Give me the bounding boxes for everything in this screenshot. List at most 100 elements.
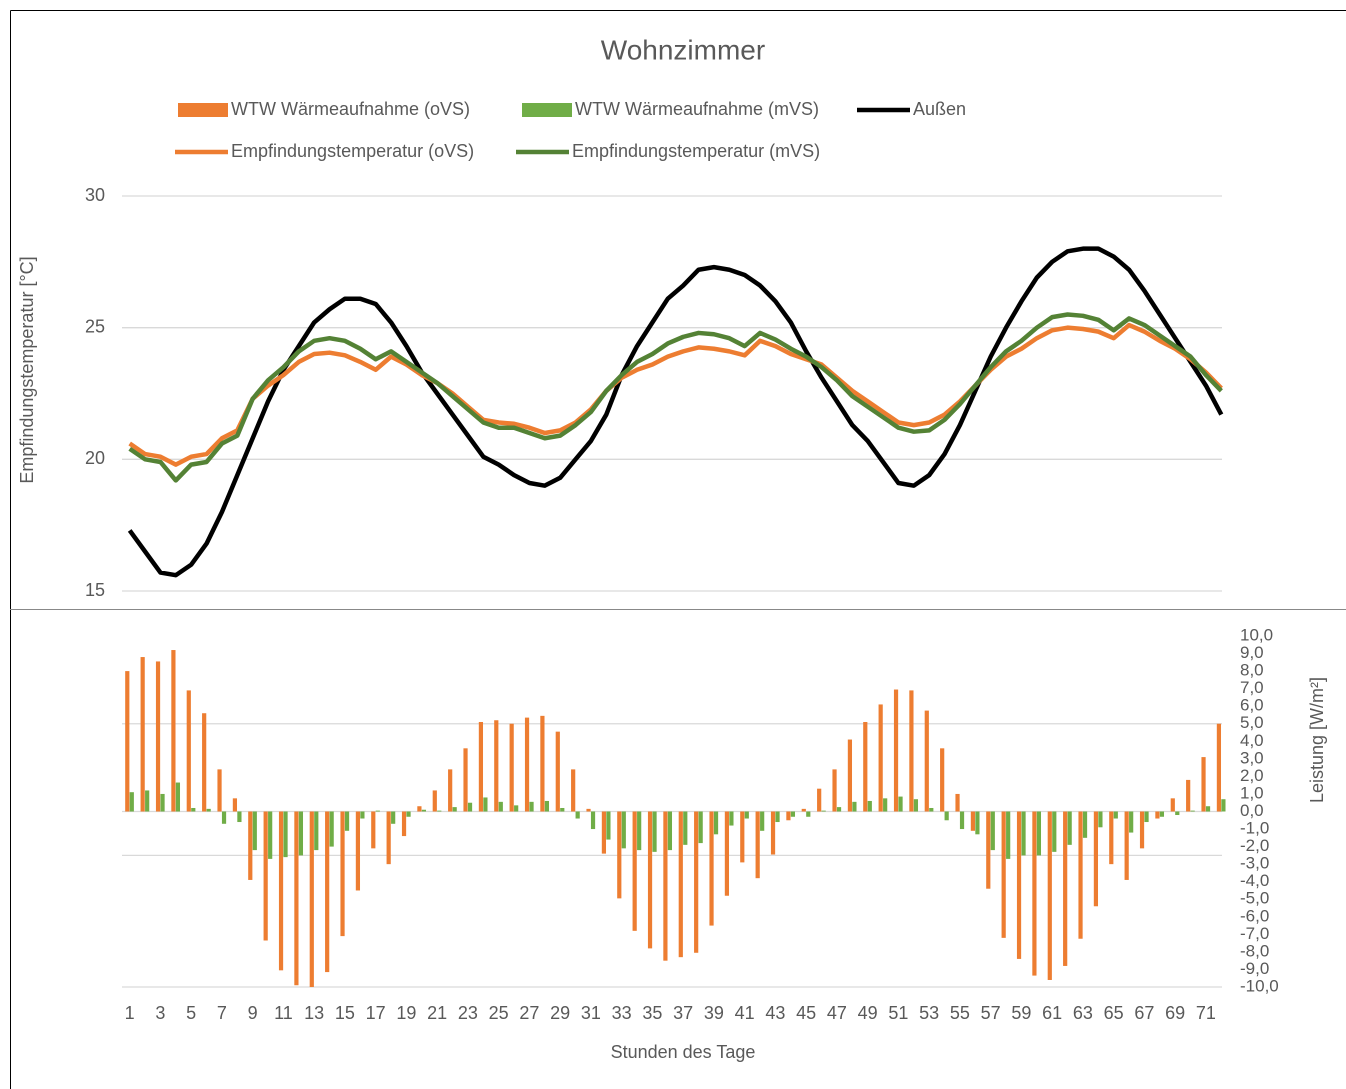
chart-title: Wohnzimmer bbox=[601, 34, 765, 65]
bar bbox=[986, 811, 991, 889]
y2-tick-label: 10,0 bbox=[1240, 625, 1273, 644]
bar bbox=[1047, 811, 1052, 980]
bar bbox=[617, 811, 622, 899]
x-tick-label: 27 bbox=[519, 1003, 539, 1023]
bar bbox=[248, 811, 253, 880]
y2-tick-label: -6,0 bbox=[1240, 906, 1269, 925]
y-tick-label: 20 bbox=[85, 448, 105, 468]
bar bbox=[970, 811, 976, 831]
x-tick-label: 51 bbox=[888, 1003, 908, 1023]
x-tick-label: 55 bbox=[950, 1003, 970, 1023]
bar bbox=[1144, 811, 1149, 823]
x-tick-label: 39 bbox=[704, 1003, 724, 1023]
bar bbox=[652, 811, 657, 852]
bar bbox=[544, 800, 550, 812]
bar bbox=[129, 792, 134, 812]
x-tick-label: 7 bbox=[217, 1003, 227, 1023]
bar bbox=[340, 811, 345, 937]
bar bbox=[437, 810, 442, 812]
bar bbox=[1205, 806, 1211, 812]
bar bbox=[836, 807, 842, 812]
bar bbox=[575, 811, 580, 819]
y2-tick-label: -3,0 bbox=[1240, 854, 1269, 873]
bar bbox=[863, 721, 868, 812]
bar bbox=[909, 690, 914, 812]
bar bbox=[775, 811, 780, 823]
bar bbox=[1006, 811, 1011, 859]
bar bbox=[678, 811, 683, 958]
bar bbox=[663, 811, 668, 961]
y2-tick-label: -10,0 bbox=[1240, 976, 1279, 995]
bar bbox=[1175, 811, 1180, 816]
bar bbox=[683, 811, 688, 845]
y2-tick-label: 6,0 bbox=[1240, 696, 1264, 715]
x-tick-label: 47 bbox=[827, 1003, 847, 1023]
bar bbox=[1109, 811, 1114, 865]
x-tick-label: 59 bbox=[1011, 1003, 1031, 1023]
bar bbox=[801, 808, 806, 812]
bar bbox=[990, 811, 995, 851]
x-tick-label: 23 bbox=[458, 1003, 478, 1023]
x-tick-label: 69 bbox=[1165, 1003, 1185, 1023]
line bbox=[127, 246, 1224, 578]
x-tick-label: 63 bbox=[1073, 1003, 1093, 1023]
bar bbox=[940, 748, 945, 812]
y2-tick-label: 0,0 bbox=[1240, 801, 1264, 820]
x-tick-label: 21 bbox=[427, 1003, 447, 1023]
legend-label: WTW Wärmeaufnahme (oVS) bbox=[231, 99, 470, 119]
bar bbox=[325, 811, 330, 973]
bar bbox=[186, 690, 191, 812]
y-tick-label: 15 bbox=[85, 580, 105, 600]
y-tick-label: 30 bbox=[85, 185, 105, 205]
bar bbox=[637, 811, 642, 851]
x-tick-label: 31 bbox=[581, 1003, 601, 1023]
bar bbox=[309, 811, 314, 987]
bar bbox=[452, 807, 457, 812]
bar bbox=[160, 793, 165, 812]
bar bbox=[371, 811, 376, 849]
bar bbox=[1063, 811, 1068, 966]
bar bbox=[817, 788, 822, 812]
x-tick-label: 11 bbox=[274, 1003, 293, 1023]
x-tick-label: 5 bbox=[186, 1003, 196, 1023]
x-tick-label: 3 bbox=[155, 1003, 165, 1023]
bar bbox=[494, 720, 499, 812]
bar bbox=[1082, 811, 1088, 838]
bar bbox=[540, 715, 545, 812]
y2-tick-label: 1,0 bbox=[1240, 783, 1264, 802]
bar bbox=[232, 798, 238, 812]
x-tick-label: 33 bbox=[612, 1003, 632, 1023]
bar bbox=[1139, 811, 1145, 849]
y2-tick-label: -7,0 bbox=[1240, 924, 1269, 943]
bar bbox=[770, 811, 776, 855]
bar bbox=[1159, 811, 1165, 817]
bar bbox=[140, 657, 145, 812]
bar bbox=[221, 811, 227, 824]
bar bbox=[344, 811, 350, 831]
bar bbox=[1113, 811, 1118, 819]
bar bbox=[509, 723, 514, 812]
bar bbox=[206, 808, 211, 812]
bar bbox=[1093, 811, 1099, 907]
bar bbox=[514, 805, 519, 812]
x-tick-label: 25 bbox=[489, 1003, 509, 1023]
bar bbox=[913, 799, 919, 812]
bar bbox=[125, 671, 130, 812]
bar bbox=[1216, 723, 1222, 812]
bar bbox=[729, 811, 734, 826]
x-tick-label: 49 bbox=[858, 1003, 878, 1023]
y2-tick-label: 8,0 bbox=[1240, 661, 1264, 680]
y2-axis-label: Leistung [W/m²] bbox=[1307, 677, 1327, 803]
bar bbox=[1021, 811, 1026, 856]
bar bbox=[463, 748, 468, 812]
x-tick-label: 17 bbox=[366, 1003, 386, 1023]
x-tick-label: 1 bbox=[125, 1003, 135, 1023]
y2-tick-label: 7,0 bbox=[1240, 678, 1264, 697]
bar bbox=[1155, 811, 1160, 819]
bar bbox=[590, 811, 596, 830]
y-axis-label: Empfindungstemperatur [°C] bbox=[17, 256, 37, 483]
x-tick-label: 67 bbox=[1134, 1003, 1154, 1023]
bar bbox=[175, 782, 181, 812]
bar bbox=[1032, 811, 1037, 976]
